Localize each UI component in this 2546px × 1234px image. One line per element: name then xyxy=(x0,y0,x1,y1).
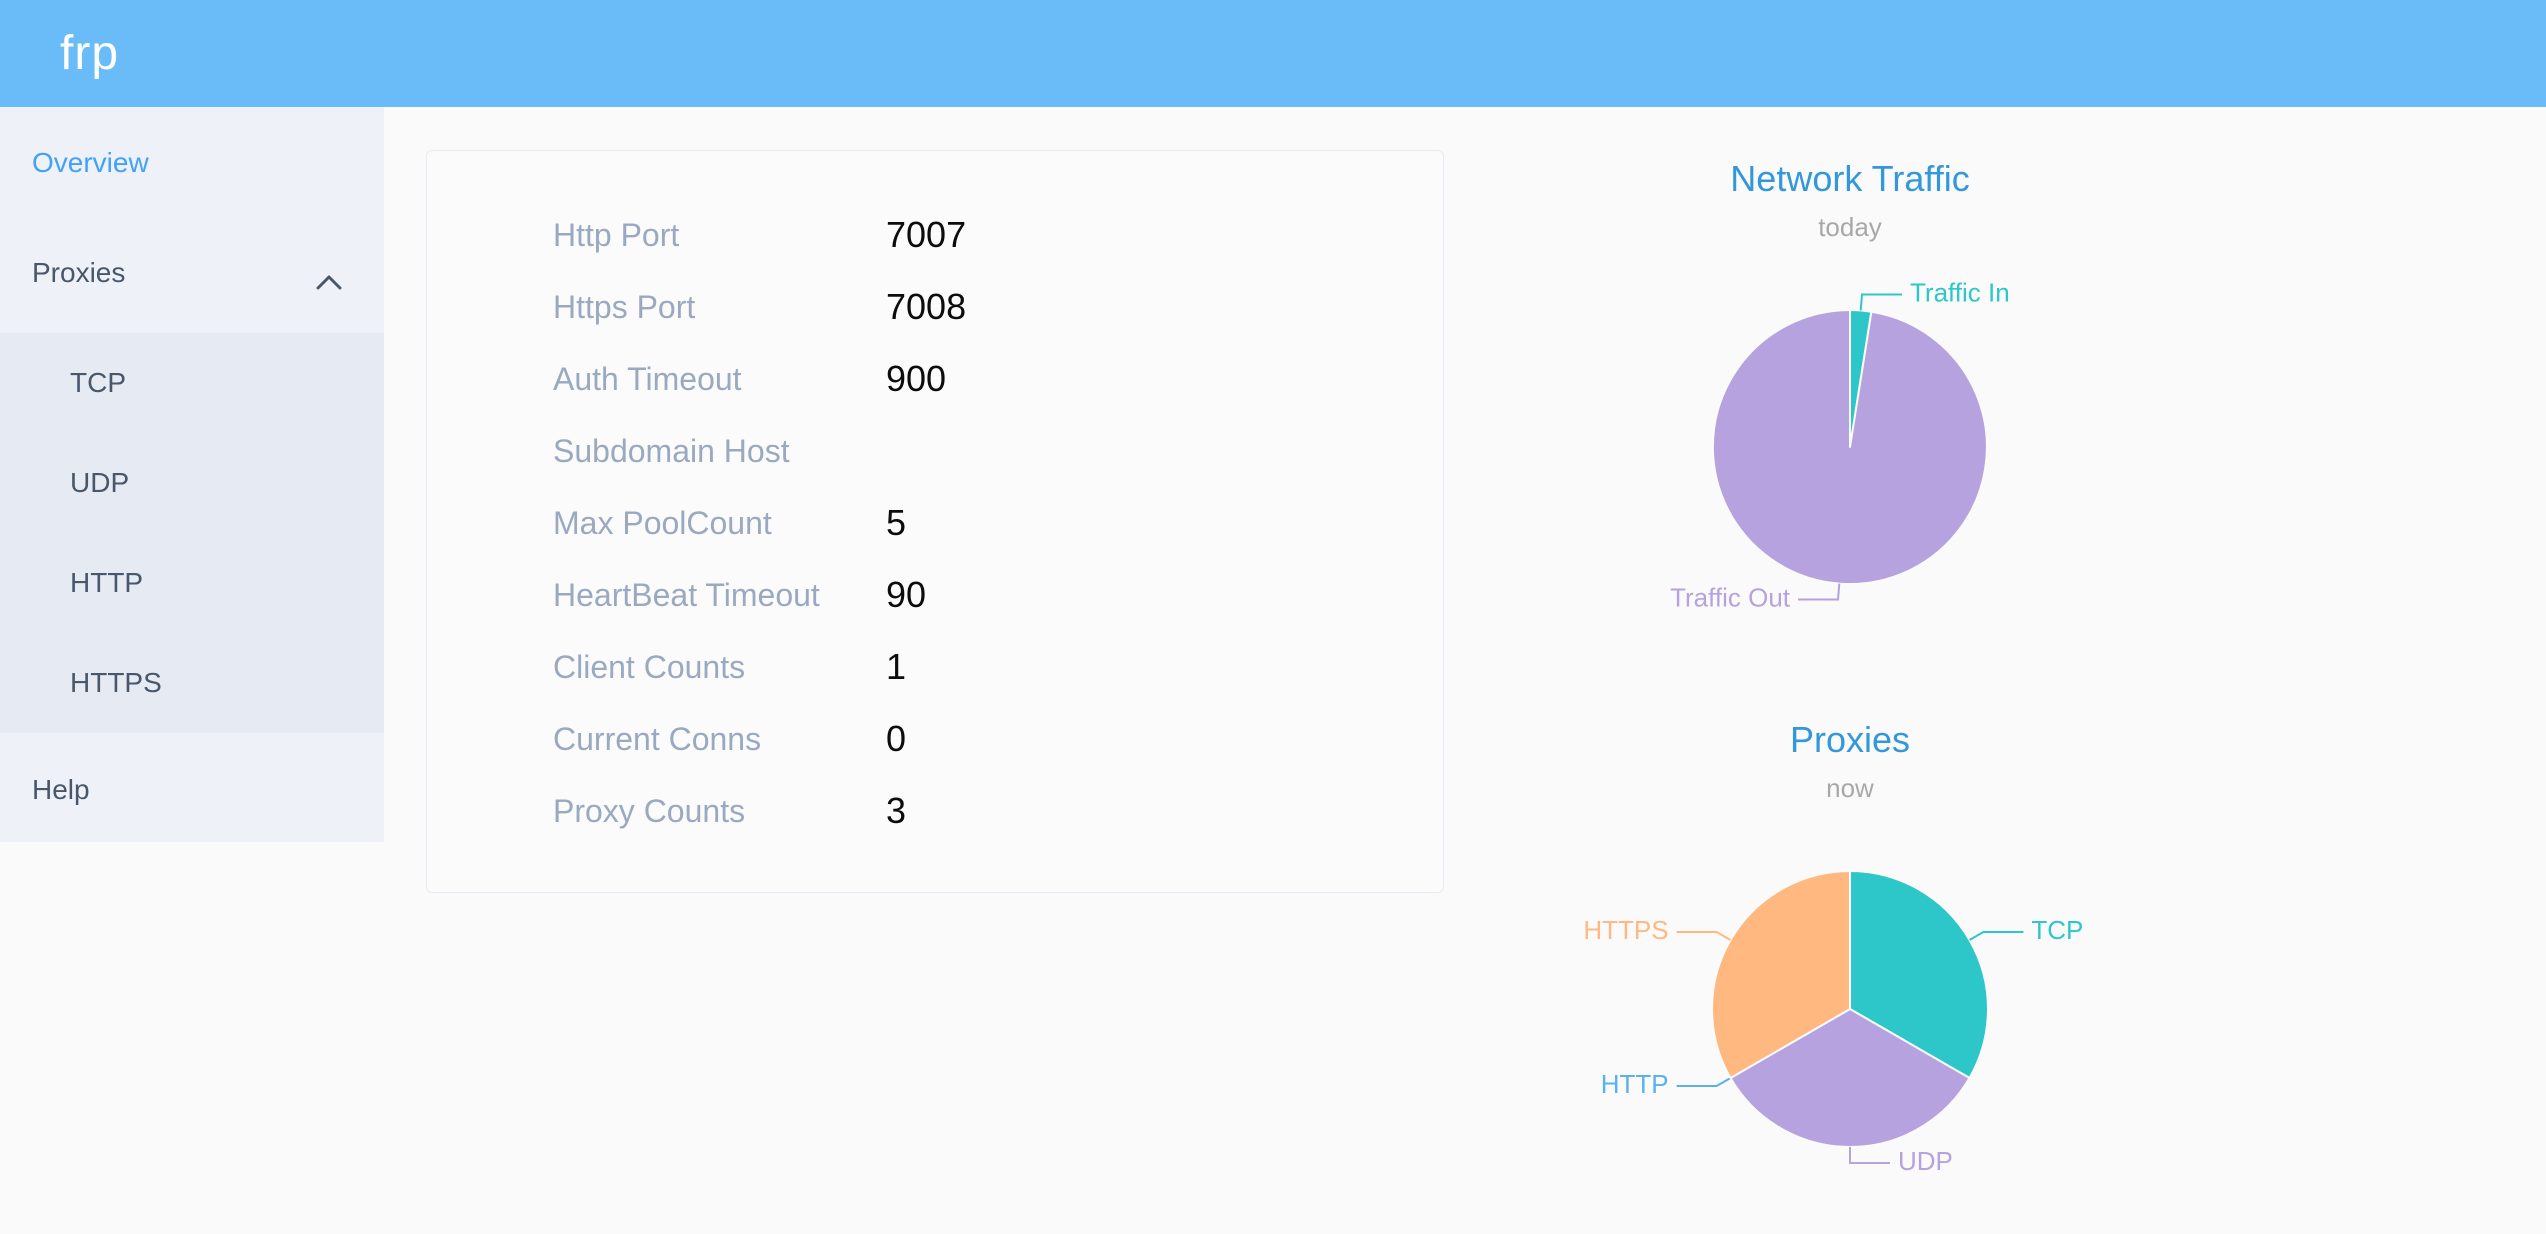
server-info-card: Http Port 7007 Https Port 7008 Auth Timeout 9… xyxy=(426,150,1444,893)
field-label: Subdomain Host xyxy=(553,432,790,469)
field-label: Https Port xyxy=(553,288,696,325)
field-row: Subdomain Host xyxy=(553,415,1443,487)
proxies-chart-title: Proxies xyxy=(1789,719,1911,760)
field-value: 3 xyxy=(886,790,907,831)
field-row: Auth Timeout 900 xyxy=(553,343,1443,415)
field-value: 90 xyxy=(886,574,927,615)
sidebar-item-https[interactable]: HTTPS xyxy=(0,633,384,733)
pie-label-leader-line xyxy=(1969,931,2024,941)
field-row: Current Conns 0 xyxy=(553,703,1443,775)
sidebar: Overview Proxies TCP UDP HTTP HTTPS Help xyxy=(0,107,384,842)
proxies-chart-subtitle: now xyxy=(1826,773,1874,803)
field-label: Proxy Counts xyxy=(553,792,746,829)
field-row: Https Port 7008 xyxy=(553,271,1443,343)
pie-label-http: HTTP xyxy=(1601,1069,1669,1099)
field-value: 5 xyxy=(886,502,907,543)
pie-label-traffic-in: Traffic In xyxy=(1910,277,2010,307)
sidebar-item-help[interactable]: Help xyxy=(0,738,384,842)
field-value: 7008 xyxy=(886,286,967,327)
sidebar-item-udp-label: UDP xyxy=(70,467,130,498)
app-header: frp xyxy=(0,0,2546,107)
network-traffic-chart-subtitle: today xyxy=(1818,212,1882,242)
sidebar-item-overview[interactable]: Overview xyxy=(0,113,384,213)
pie-label-leader-line xyxy=(1798,583,1841,601)
field-label: HeartBeat Timeout xyxy=(553,576,820,613)
network-traffic-pie-chart[interactable]: Traffic In Traffic Out xyxy=(1450,240,2250,690)
proxies-submenu: TCP UDP HTTP HTTPS xyxy=(0,333,384,733)
sidebar-item-overview-label: Overview xyxy=(32,147,149,178)
sidebar-item-proxies-label: Proxies xyxy=(32,257,126,288)
field-row: HeartBeat Timeout 90 xyxy=(553,559,1443,631)
sidebar-item-http-label: HTTP xyxy=(70,567,144,598)
field-label: Current Conns xyxy=(553,720,762,757)
pie-label-leader-line xyxy=(1849,1147,1890,1164)
field-row: Client Counts 1 xyxy=(553,631,1443,703)
pie-label-https: HTTPS xyxy=(1583,915,1668,945)
sidebar-item-tcp-label: TCP xyxy=(70,367,126,398)
field-label: Auth Timeout xyxy=(553,360,742,397)
pie-slice-udp[interactable] xyxy=(1729,1008,1971,1148)
pie-label-leader-line xyxy=(1676,931,1731,941)
field-value: 900 xyxy=(886,358,947,399)
field-row: Proxy Counts 3 xyxy=(553,775,1443,847)
field-value: 1 xyxy=(886,646,907,687)
sidebar-item-help-label: Help xyxy=(32,774,90,805)
sidebar-item-proxies[interactable]: Proxies xyxy=(0,223,384,323)
sidebar-item-http[interactable]: HTTP xyxy=(0,533,384,633)
network-traffic-chart-title: Network Traffic xyxy=(1730,158,1970,199)
sidebar-item-https-label: HTTPS xyxy=(70,667,162,698)
pie-label-leader-line xyxy=(1676,1077,1731,1087)
chevron-up-icon[interactable] xyxy=(316,265,342,290)
field-value: 7007 xyxy=(886,214,967,255)
sidebar-item-tcp[interactable]: TCP xyxy=(0,333,384,433)
app-logo: frp xyxy=(60,27,120,80)
field-row: Http Port 7007 xyxy=(553,199,1443,271)
pie-label-leader-line xyxy=(1859,293,1902,311)
pie-slice-traffic-out[interactable] xyxy=(1711,309,1988,585)
field-row: Max PoolCount 5 xyxy=(553,487,1443,559)
sidebar-item-udp[interactable]: UDP xyxy=(0,433,384,533)
pie-label-udp: UDP xyxy=(1898,1146,1953,1176)
field-label: Client Counts xyxy=(553,648,746,685)
field-value: 0 xyxy=(886,718,907,759)
field-label: Max PoolCount xyxy=(553,504,772,541)
field-label: Http Port xyxy=(553,216,680,253)
pie-label-tcp: TCP xyxy=(2031,915,2083,945)
pie-label-traffic-out: Traffic Out xyxy=(1670,582,1791,612)
proxies-pie-chart[interactable]: TCP UDP HTTP HTTPS xyxy=(1450,800,2250,1234)
